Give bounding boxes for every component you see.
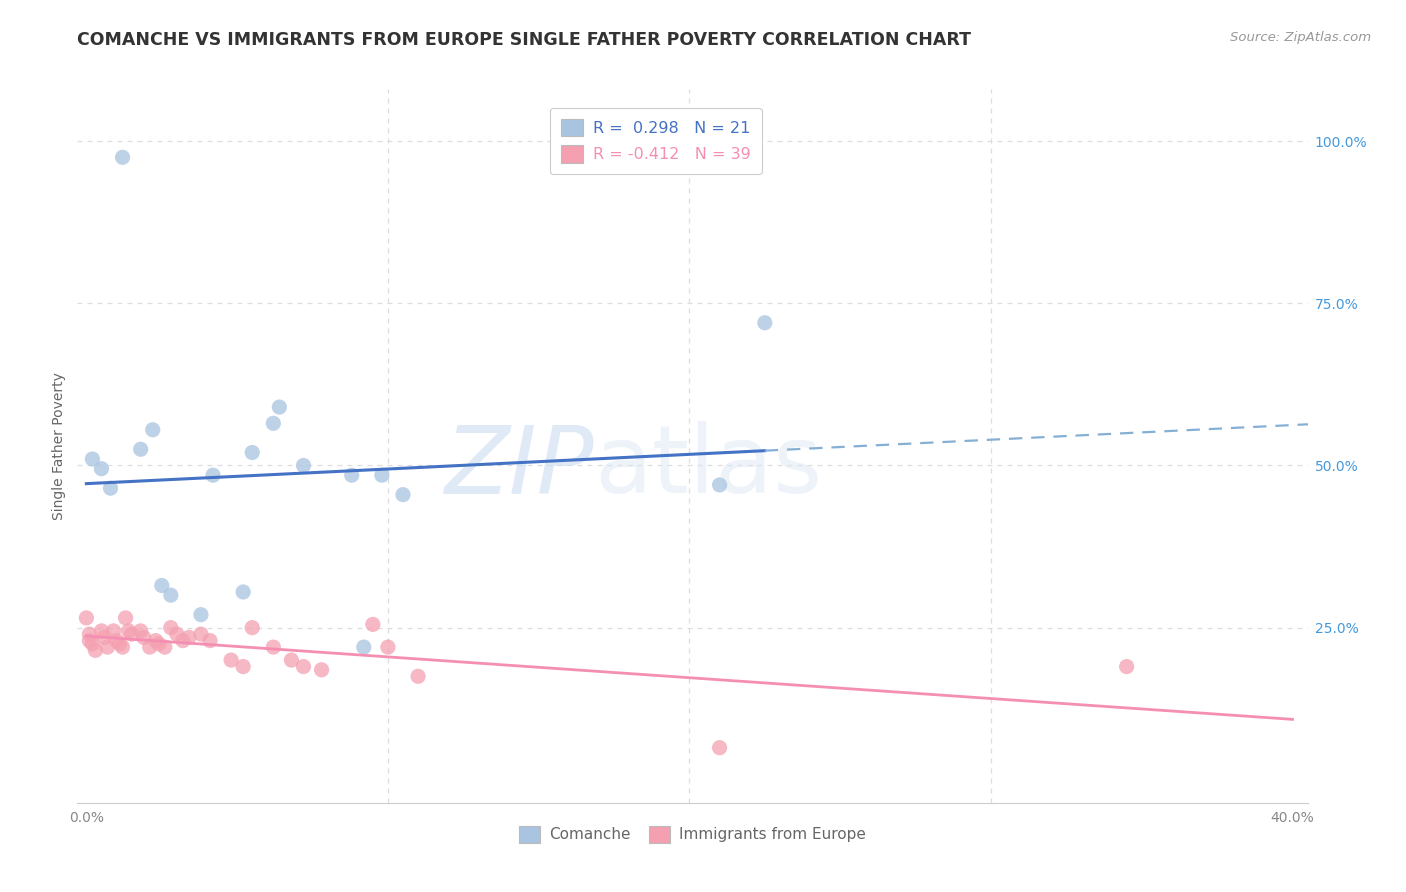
Point <box>79 633 101 648</box>
Point <box>132 631 155 645</box>
Point <box>177 631 200 645</box>
Point <box>219 653 242 667</box>
Point <box>262 417 284 431</box>
Point <box>709 478 731 492</box>
Point <box>150 578 173 592</box>
Y-axis label: Single Father Poverty: Single Father Poverty <box>52 372 66 520</box>
Point <box>353 640 375 654</box>
Point <box>269 400 291 414</box>
Point <box>153 640 176 654</box>
Point <box>1115 659 1137 673</box>
Point <box>121 627 143 641</box>
Point <box>240 445 263 459</box>
Point <box>392 488 415 502</box>
Point <box>340 468 363 483</box>
Point <box>93 631 115 645</box>
Point <box>129 442 152 457</box>
Text: ZIP: ZIP <box>444 422 595 513</box>
Point <box>754 316 776 330</box>
Point <box>202 468 225 483</box>
Point <box>145 633 167 648</box>
Point <box>240 621 263 635</box>
Point <box>111 150 134 164</box>
Point <box>190 627 212 641</box>
Point <box>292 659 315 673</box>
Text: atlas: atlas <box>595 421 823 514</box>
Point <box>79 627 101 641</box>
Point <box>82 637 104 651</box>
Point <box>138 640 160 654</box>
Text: Source: ZipAtlas.com: Source: ZipAtlas.com <box>1230 31 1371 45</box>
Point <box>129 624 152 638</box>
Point <box>232 585 254 599</box>
Point <box>406 669 429 683</box>
Point <box>84 643 107 657</box>
Point <box>111 640 134 654</box>
Point <box>232 659 254 673</box>
Point <box>159 621 181 635</box>
Point <box>280 653 302 667</box>
Point <box>190 607 212 622</box>
Point <box>159 588 181 602</box>
Point <box>262 640 284 654</box>
Point <box>148 637 170 651</box>
Point <box>117 624 139 638</box>
Legend: Comanche, Immigrants from Europe: Comanche, Immigrants from Europe <box>512 820 873 848</box>
Point <box>292 458 315 473</box>
Point <box>709 740 731 755</box>
Point <box>172 633 194 648</box>
Point <box>166 627 188 641</box>
Point <box>90 624 112 638</box>
Point <box>361 617 384 632</box>
Point <box>90 461 112 475</box>
Point <box>114 611 136 625</box>
Point <box>377 640 399 654</box>
Point <box>198 633 221 648</box>
Point <box>82 452 104 467</box>
Point <box>108 637 131 651</box>
Point <box>105 633 128 648</box>
Point <box>371 468 394 483</box>
Point <box>75 611 97 625</box>
Point <box>311 663 333 677</box>
Point <box>103 624 125 638</box>
Point <box>142 423 165 437</box>
Point <box>96 640 118 654</box>
Text: COMANCHE VS IMMIGRANTS FROM EUROPE SINGLE FATHER POVERTY CORRELATION CHART: COMANCHE VS IMMIGRANTS FROM EUROPE SINGL… <box>77 31 972 49</box>
Point <box>100 481 122 495</box>
